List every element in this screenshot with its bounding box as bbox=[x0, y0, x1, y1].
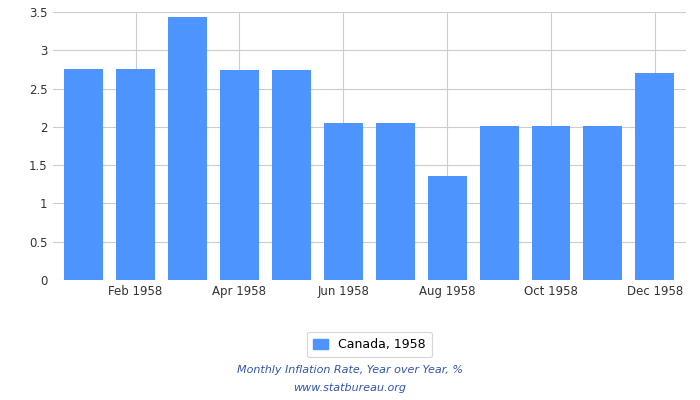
Bar bbox=[480, 126, 519, 280]
Bar bbox=[220, 70, 259, 280]
Bar bbox=[64, 70, 103, 280]
Legend: Canada, 1958: Canada, 1958 bbox=[307, 332, 432, 357]
Bar bbox=[376, 123, 414, 280]
Bar bbox=[428, 176, 467, 280]
Bar bbox=[636, 73, 674, 280]
Bar bbox=[272, 70, 311, 280]
Bar bbox=[324, 123, 363, 280]
Bar bbox=[116, 70, 155, 280]
Text: www.statbureau.org: www.statbureau.org bbox=[293, 383, 407, 393]
Bar bbox=[531, 126, 570, 280]
Bar bbox=[583, 126, 622, 280]
Text: Monthly Inflation Rate, Year over Year, %: Monthly Inflation Rate, Year over Year, … bbox=[237, 365, 463, 375]
Bar bbox=[168, 16, 207, 280]
